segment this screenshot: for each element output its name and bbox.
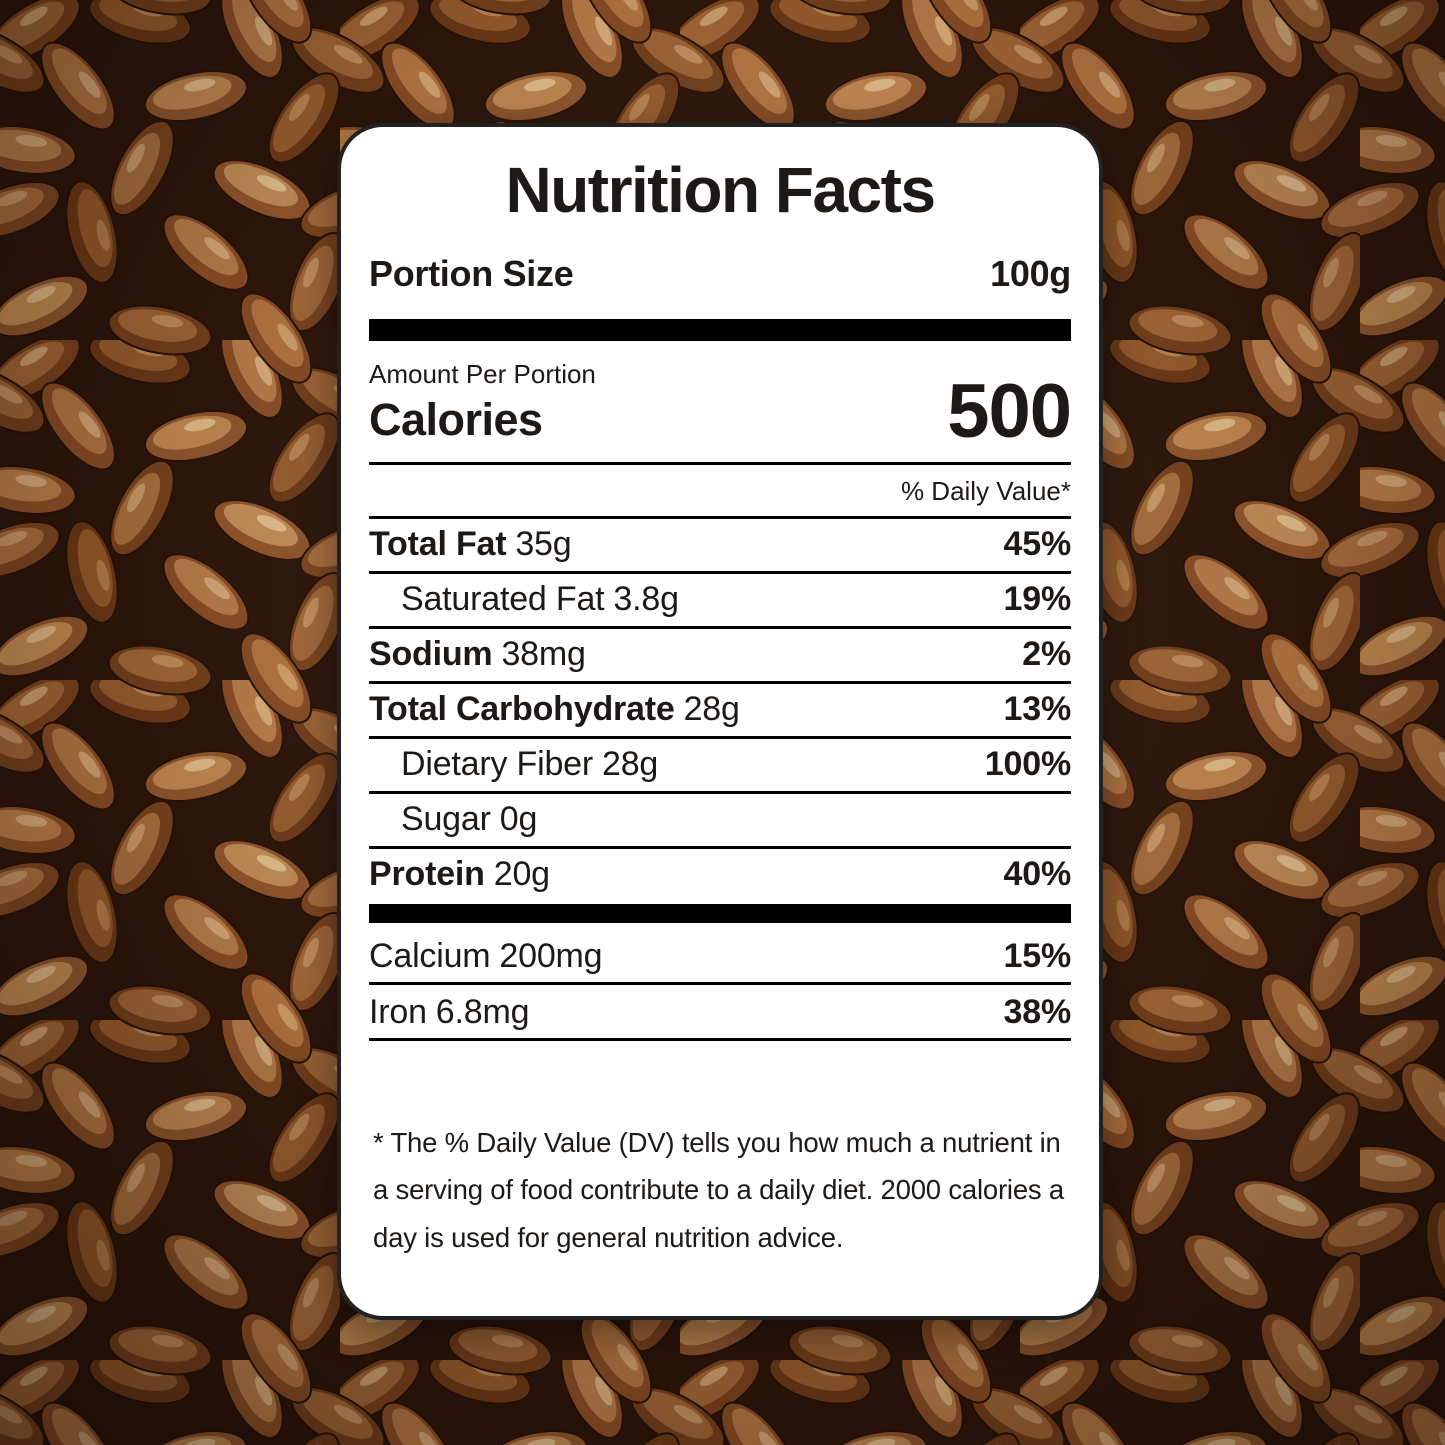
nutrient-row-saturated-fat: Saturated Fat 3.8g 19% [369,574,1072,630]
mineral-row-calcium: Calcium 200mg 15% [369,929,1072,986]
footnote-line: * The % Daily Value (DV) tells you how m… [373,1127,1061,1159]
nutrient-text: Saturated Fat 3.8g [401,580,679,619]
nutrient-amount: 28g [602,745,659,784]
mineral-row-iron: Iron 6.8mg 38% [369,985,1072,1042]
mineral-name: Iron [369,993,427,1032]
mineral-name: Calcium [369,937,491,976]
nutrient-name: Saturated Fat [401,580,605,619]
daily-value-header: % Daily Value* [369,465,1071,520]
nutrient-name: Total Fat [369,525,507,564]
nutrient-text: Sugar 0g [401,800,537,839]
nutrient-dv: 2% [1022,635,1071,674]
nutrient-text: Total Carbohydrate 28g [369,690,740,729]
nutrient-amount: 28g [683,690,740,729]
nutrient-row-sodium: Sodium 38mg 2% [369,629,1071,685]
mineral-text: Iron 6.8mg [369,993,529,1032]
nutrient-amount: 3.8g [613,580,679,619]
nutrition-facts-title: Nutrition Facts [505,154,936,226]
nutrient-name: Sodium [369,635,493,674]
nutrient-amount: 38mg [501,635,586,674]
portion-size-label: Portion Size [369,252,574,294]
nutrient-text: Total Fat 35g [369,525,572,564]
nutrient-amount: 35g [515,525,572,564]
mineral-text: Calcium 200mg [369,937,603,976]
calories-block: Amount Per Portion Calories 500 [369,359,1072,454]
nutrient-text: Sodium 38mg [369,635,586,674]
nutrient-dv: 13% [1003,690,1072,729]
minerals-section: Calcium 200mg 15% Iron 6.8mg 38% [369,929,1072,1042]
thick-divider-top [369,318,1071,341]
nutrition-label-card: Nutrition Facts Portion Size 100g Amount… [337,123,1103,1320]
daily-value-footnote: * The % Daily Value (DV) tells you how m… [373,1119,1067,1261]
nutrient-text: Protein 20g [369,855,550,894]
mineral-dv: 38% [1003,993,1072,1032]
calories-value: 500 [947,368,1072,454]
nutrient-dv: 19% [1003,580,1072,619]
nutrient-amount: 0g [499,800,538,839]
nutrient-text: Dietary Fiber 28g [401,745,658,784]
thick-divider-bottom [369,904,1071,924]
calories-label: Calories [369,393,543,445]
nutrient-row-total-carbohydrate: Total Carbohydrate 28g 13% [369,684,1072,740]
nutrient-row-dietary-fiber: Dietary Fiber 28g 100% [369,739,1071,795]
footnote-line: day is used for general nutrition advice… [373,1221,844,1253]
portion-size-row: Portion Size 100g [369,253,1071,295]
nutrient-dv: 40% [1003,855,1072,894]
nutrient-name: Sugar [401,800,491,839]
nutrient-amount: 20g [493,855,550,894]
nutrient-name: Protein [369,855,485,894]
mineral-amount: 200mg [499,937,603,976]
nutrient-dv: 45% [1003,525,1072,564]
thin-divider-after-calories [369,461,1071,466]
nutrient-name: Total Carbohydrate [369,690,675,729]
calories-labels: Amount Per Portion Calories [369,359,596,446]
mineral-dv: 15% [1003,937,1072,976]
footnote-line: a serving of food contribute to a daily … [373,1174,1065,1206]
nutrient-name: Dietary Fiber [401,745,594,784]
amount-per-portion-label: Amount Per Portion [369,358,596,389]
portion-size-value: 100g [990,252,1071,294]
mineral-amount: 6.8mg [435,993,530,1032]
nutrient-row-protein: Protein 20g 40% [369,849,1071,901]
nutrient-row-sugar: Sugar 0g [369,794,1071,850]
nutrient-row-total-fat: Total Fat 35g 45% [369,519,1072,575]
nutrient-dv: 100% [984,745,1071,784]
